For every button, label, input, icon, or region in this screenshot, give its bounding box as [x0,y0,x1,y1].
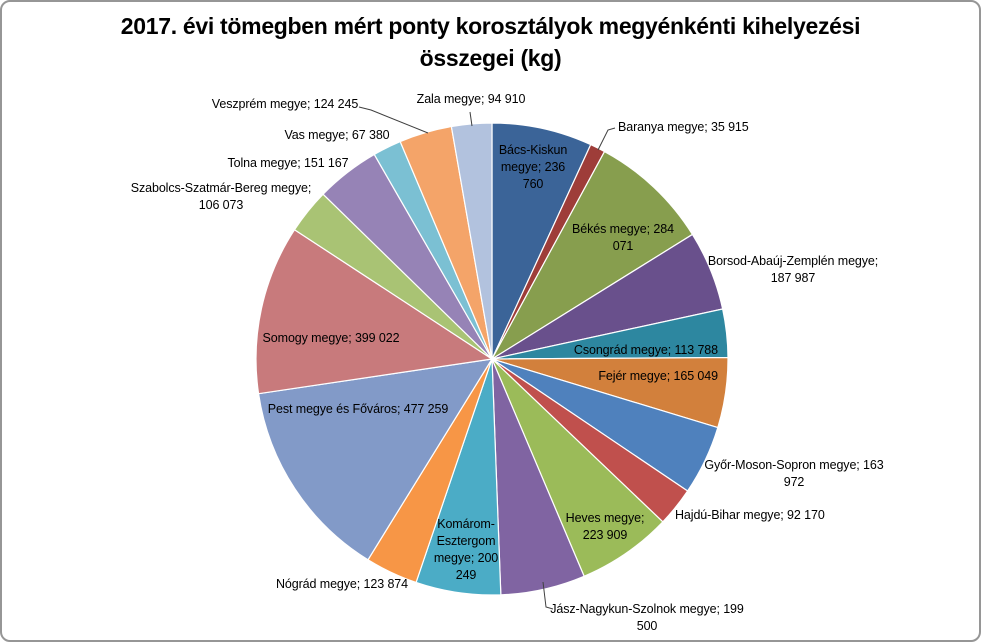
chart-title: 2017. évi tömegben mért ponty korosztály… [2,10,979,74]
slice-label-somogy-megye: Somogy megye; 399 022 [263,331,400,345]
leader-line [469,111,473,127]
slice-label-hajdu-bihar-megye: Hajdú-Bihar megye; 92 170 [675,508,825,522]
pie-slice-somogy-megye [255,229,493,395]
slice-label-fejer-megye: Fejér megye; 165 049 [598,369,718,383]
chart-title-line-2: összegei (kg) [419,45,562,71]
slice-label-baranya-megye: Baranya megye; 35 915 [618,120,749,134]
slice-label-borsod-abauj-zemplen-megye: Borsod-Abaúj-Zemplén megye; 187 987 [708,254,878,285]
slice-label-komarom-esztergom-megye: Komárom-Esztergom megye; 200 249 [434,517,498,582]
slice-label-heves-megye: Heves megye; 223 909 [566,511,645,542]
slice-label-bacs-kiskun-megye: Bács-Kiskun megye; 236 760 [499,143,568,191]
slice-label-szabolcs-szatmar-bereg-megye: Szabolcs-Szatmár-Bereg megye; 106 073 [131,181,312,212]
pie-slice-pest-megye-es-fovaros [257,358,493,561]
slice-label-bekes-megye: Békés megye; 284 071 [572,222,674,253]
slice-label-tolna-megye: Tolna megye; 151 167 [227,156,348,170]
slice-label-pest-megye-es-fovaros: Pest megye és Főváros; 477 259 [268,402,449,416]
slice-label-jasz-nagykun-szolnok-megye: Jász-Nagykun-Szolnok megye; 199 500 [550,602,744,633]
leader-line [358,106,429,134]
slice-label-nograd-megye: Nógrád megye; 123 874 [276,577,408,591]
leader-line [597,127,616,151]
slice-label-zala-megye: Zala megye; 94 910 [417,92,526,106]
slice-label-csongrad-megye: Csongrád megye; 113 788 [574,343,718,357]
slice-label-gyor-moson-sopron-megye: Győr-Moson-Sopron megye; 163 972 [704,458,883,489]
leader-line [542,581,554,610]
pie-slice-bekes-megye [491,150,694,360]
chart-title-line-1: 2017. évi tömegben mért ponty korosztály… [120,13,861,39]
slice-label-veszprem-megye: Veszprém megye; 124 245 [212,97,359,111]
slice-label-vas-megye: Vas megye; 67 380 [284,128,389,142]
